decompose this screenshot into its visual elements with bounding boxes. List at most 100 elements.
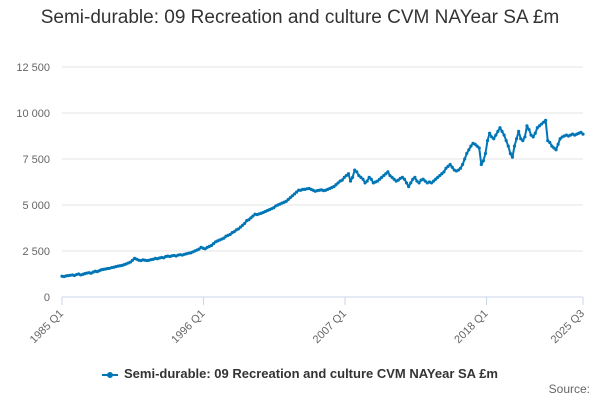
data-point[interactable] [363, 181, 367, 185]
data-point[interactable] [531, 135, 535, 139]
data-point[interactable] [417, 181, 421, 185]
data-point[interactable] [411, 177, 415, 181]
data-point[interactable] [334, 183, 338, 187]
data-point[interactable] [348, 179, 353, 183]
source-credit[interactable]: Source: [548, 382, 590, 396]
data-point[interactable] [402, 177, 407, 181]
data-point[interactable] [346, 172, 351, 176]
data-point[interactable] [440, 172, 444, 176]
data-point[interactable] [463, 157, 467, 161]
data-point[interactable] [382, 173, 386, 178]
data-point[interactable] [286, 197, 290, 202]
data-point[interactable] [539, 122, 544, 126]
data-point[interactable] [421, 177, 425, 181]
data-point[interactable] [236, 227, 241, 231]
data-point[interactable] [128, 260, 133, 264]
data-point[interactable] [456, 168, 461, 172]
data-point[interactable] [284, 199, 288, 203]
data-point[interactable] [292, 192, 297, 196]
data-point[interactable] [519, 137, 523, 141]
data-point[interactable] [288, 196, 292, 200]
data-point[interactable] [415, 179, 419, 183]
data-point[interactable] [211, 242, 216, 246]
data-point[interactable] [537, 124, 542, 128]
data-point[interactable] [500, 129, 504, 133]
data-point[interactable] [392, 177, 396, 181]
data-point[interactable] [294, 190, 299, 194]
data-point[interactable] [479, 162, 483, 167]
data-point[interactable] [535, 126, 539, 130]
data-point[interactable] [529, 133, 533, 137]
data-point[interactable] [450, 165, 454, 169]
data-point[interactable] [461, 162, 465, 167]
data-point[interactable] [465, 151, 469, 156]
data-point[interactable] [581, 132, 585, 136]
data-point[interactable] [388, 173, 392, 178]
data-point[interactable] [251, 214, 255, 218]
data-point[interactable] [390, 175, 394, 179]
data-point[interactable] [290, 194, 295, 198]
data-point[interactable] [444, 166, 448, 170]
data-point[interactable] [359, 175, 363, 179]
data-point[interactable] [377, 177, 382, 181]
data-point[interactable] [554, 148, 558, 152]
data-point[interactable] [446, 164, 450, 168]
data-point[interactable] [525, 124, 529, 128]
data-point[interactable] [365, 179, 369, 183]
data-point[interactable] [485, 139, 490, 143]
data-point[interactable] [527, 127, 531, 132]
data-point[interactable] [228, 232, 232, 237]
data-point[interactable] [404, 181, 409, 185]
data-point[interactable] [342, 175, 346, 179]
data-point[interactable] [336, 181, 340, 185]
series-line[interactable] [61, 119, 584, 278]
data-point[interactable] [386, 170, 390, 174]
data-point[interactable] [448, 162, 452, 167]
data-point[interactable] [357, 173, 361, 178]
data-point[interactable] [579, 130, 583, 134]
data-point[interactable] [498, 126, 502, 130]
data-point[interactable] [469, 144, 473, 148]
data-point[interactable] [541, 120, 546, 124]
data-point[interactable] [247, 218, 251, 222]
data-point[interactable] [344, 173, 348, 178]
data-point[interactable] [396, 178, 400, 182]
data-point[interactable] [512, 144, 517, 148]
data-point[interactable] [240, 223, 245, 227]
data-point[interactable] [238, 225, 243, 229]
data-point[interactable] [558, 137, 562, 141]
data-point[interactable] [492, 137, 496, 141]
data-point[interactable] [222, 236, 226, 240]
data-point[interactable] [197, 247, 201, 251]
data-point[interactable] [438, 173, 442, 178]
data-point[interactable] [523, 135, 527, 139]
data-point[interactable] [429, 181, 434, 185]
data-point[interactable] [249, 216, 253, 220]
data-point[interactable] [550, 144, 554, 148]
data-point[interactable] [546, 139, 550, 143]
data-point[interactable] [272, 206, 276, 210]
data-point[interactable] [514, 137, 519, 141]
data-point[interactable] [423, 179, 427, 183]
data-point[interactable] [442, 170, 446, 174]
data-point[interactable] [434, 177, 438, 181]
data-point[interactable] [548, 140, 552, 145]
data-point[interactable] [350, 175, 355, 179]
data-point[interactable] [400, 175, 405, 179]
data-point[interactable] [517, 129, 521, 133]
data-point[interactable] [467, 148, 471, 152]
data-point[interactable] [409, 181, 413, 185]
data-point[interactable] [367, 175, 371, 179]
data-point[interactable] [332, 185, 336, 189]
data-point[interactable] [510, 155, 515, 159]
data-point[interactable] [552, 146, 556, 150]
data-point[interactable] [380, 175, 384, 179]
data-point[interactable] [369, 177, 373, 181]
data-point[interactable] [481, 159, 485, 163]
data-point[interactable] [361, 177, 365, 181]
data-point[interactable] [494, 133, 498, 137]
data-point[interactable] [496, 129, 500, 133]
data-point[interactable] [487, 131, 492, 135]
data-point[interactable] [407, 185, 411, 189]
data-point[interactable] [477, 146, 481, 150]
